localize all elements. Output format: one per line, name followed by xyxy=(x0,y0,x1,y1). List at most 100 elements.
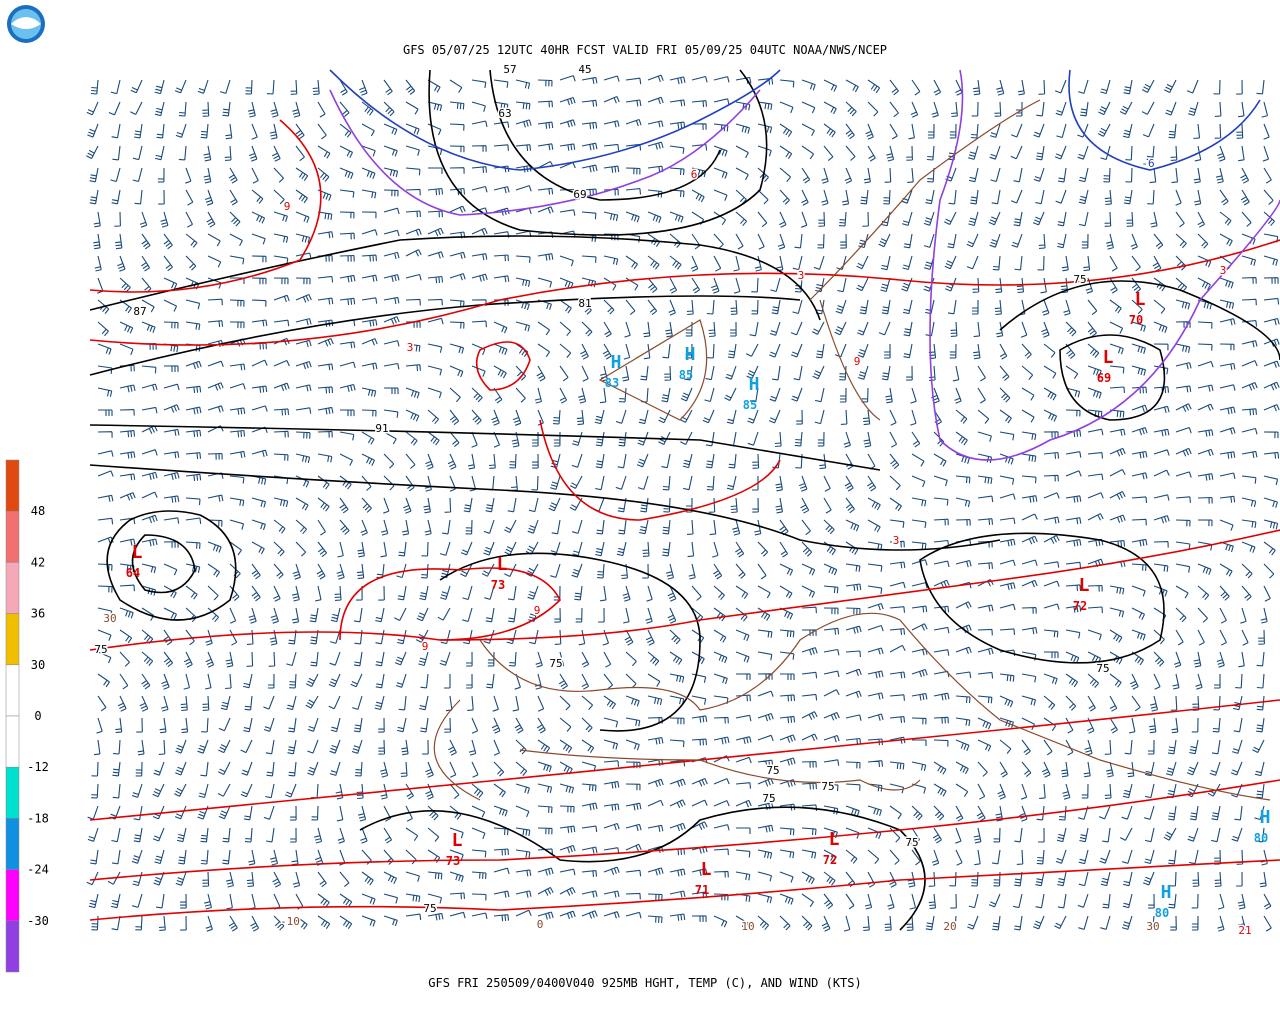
wind-barb xyxy=(669,778,686,788)
wind-barb xyxy=(1256,651,1265,667)
wind-barb xyxy=(1129,673,1139,690)
wind-barb xyxy=(207,360,224,367)
wind-barb xyxy=(493,914,510,922)
wind-barb xyxy=(867,871,876,888)
wind-barb xyxy=(91,761,99,777)
wind-barb xyxy=(375,651,385,667)
wind-barb xyxy=(1131,651,1144,666)
wind-barb xyxy=(537,343,551,358)
wind-barb xyxy=(527,585,539,600)
wind-barb xyxy=(139,695,149,712)
wind-barb xyxy=(970,123,979,139)
wind-barb xyxy=(97,387,113,397)
wind-barb xyxy=(691,715,708,723)
wind-barb xyxy=(1043,516,1060,524)
wind-barb xyxy=(444,717,451,733)
wind-barb xyxy=(554,607,561,623)
wind-barb xyxy=(361,229,378,236)
wind-barb xyxy=(735,871,751,881)
wind-barb xyxy=(1065,470,1082,477)
wind-barb xyxy=(1131,695,1141,712)
wind-barb xyxy=(97,299,110,314)
wind-barb xyxy=(1219,472,1236,480)
wind-barb xyxy=(295,233,311,244)
wind-barb xyxy=(493,805,508,817)
wind-barb xyxy=(955,497,971,508)
wind-barb xyxy=(730,321,737,337)
wind-barb xyxy=(1263,431,1279,439)
wind-barb xyxy=(1035,189,1045,205)
wind-barb xyxy=(955,559,972,568)
wind-barb xyxy=(1081,783,1089,799)
wind-barb xyxy=(1219,607,1227,624)
wind-barb xyxy=(823,563,838,576)
wind-barb xyxy=(735,233,744,250)
wind-barb xyxy=(204,673,212,690)
wind-barb xyxy=(735,167,749,181)
wind-barb xyxy=(471,805,486,818)
wind-barb xyxy=(999,493,1016,500)
wind-barb xyxy=(439,541,451,556)
wind-barb xyxy=(669,145,685,154)
wind-barb xyxy=(185,585,198,600)
wind-barb xyxy=(559,299,572,314)
wind-barb xyxy=(823,519,835,535)
wind-barb xyxy=(251,541,265,555)
wind-barb xyxy=(424,475,432,492)
wind-barb xyxy=(923,211,935,226)
wind-barb xyxy=(174,805,187,820)
colorbar-label: 48 xyxy=(31,504,45,518)
wind-barb xyxy=(427,317,444,325)
wind-barb xyxy=(889,694,905,701)
contour-label: 75 xyxy=(1096,662,1109,675)
wind-barb xyxy=(624,321,631,338)
wind-barb xyxy=(481,563,495,577)
wind-barb xyxy=(97,450,114,457)
wind-barb xyxy=(728,453,737,469)
wind-barb xyxy=(1219,451,1236,459)
wind-barb xyxy=(647,651,660,666)
wind-barb xyxy=(1131,496,1148,503)
wind-barb xyxy=(977,628,993,636)
wind-barb xyxy=(779,915,791,931)
colorbar-label: -12 xyxy=(27,760,49,774)
wind-barb xyxy=(1087,452,1104,459)
wind-barb xyxy=(1230,761,1243,776)
wind-barb xyxy=(713,824,730,831)
wind-barb xyxy=(405,409,420,422)
wind-barb xyxy=(471,431,478,448)
wind-barb xyxy=(317,541,328,558)
colorbar-segment xyxy=(5,613,20,666)
wind-barb xyxy=(1131,321,1146,332)
wind-barb xyxy=(532,453,539,469)
wind-barb xyxy=(160,211,169,228)
wind-barb xyxy=(823,783,839,792)
wind-barb xyxy=(119,409,135,416)
center-value: 83 xyxy=(605,376,619,390)
wind-barb xyxy=(273,408,290,416)
wind-barb xyxy=(207,494,224,502)
wind-barb xyxy=(1109,299,1122,314)
contour-label: 69 xyxy=(573,188,586,201)
wind-barb xyxy=(793,365,803,381)
wind-barb xyxy=(229,519,245,530)
wind-barb xyxy=(292,871,301,888)
wind-barb xyxy=(312,79,320,95)
wind-barb xyxy=(603,673,614,690)
wind-barb xyxy=(845,893,855,910)
wind-barb xyxy=(94,255,102,272)
contour-label: -6 xyxy=(1141,157,1154,170)
wind-barb xyxy=(396,717,407,733)
wind-barb xyxy=(769,321,781,336)
wind-barb xyxy=(801,541,813,557)
wind-barb xyxy=(108,101,121,116)
wind-barb xyxy=(971,101,979,117)
wind-barb xyxy=(625,233,641,243)
wind-barb xyxy=(575,607,583,623)
wind-barb xyxy=(1219,233,1233,247)
wind-barb xyxy=(889,431,898,448)
wind-barb xyxy=(779,211,787,228)
wind-barb xyxy=(383,409,399,418)
wind-barb xyxy=(625,869,642,877)
wind-barb xyxy=(968,145,979,160)
